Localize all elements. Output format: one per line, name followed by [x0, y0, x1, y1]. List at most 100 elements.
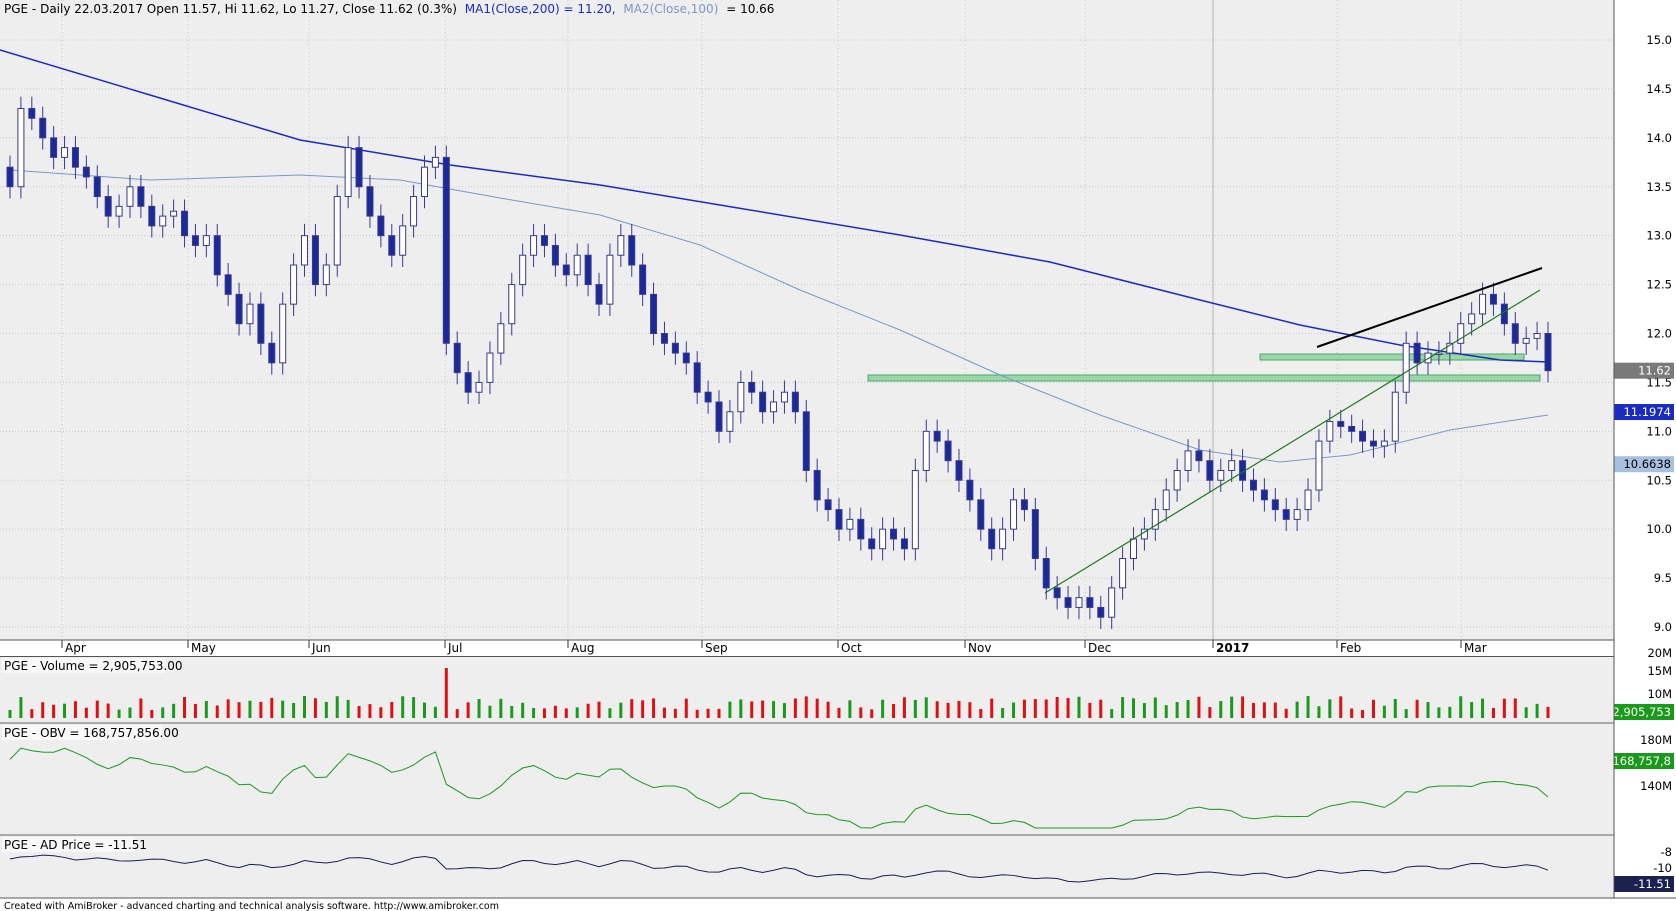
volume-bar-87	[957, 701, 961, 718]
candle-body-45	[497, 323, 505, 354]
volume-bar-126	[1382, 705, 1386, 718]
volume-bar-20	[226, 699, 230, 718]
candle-body-28	[311, 235, 319, 286]
candle-body-87	[955, 460, 963, 481]
trendlines	[1044, 267, 1543, 594]
price-tick-label-8: 13.0	[1646, 229, 1672, 243]
volume-bar-89	[979, 708, 983, 718]
volume-bar-111	[1219, 701, 1223, 718]
price-tick-label-0: 9.0	[1654, 620, 1672, 634]
month-label-1: May	[191, 641, 216, 655]
candle-body-67	[737, 381, 745, 413]
volume-bar-96	[1055, 697, 1059, 718]
volume-bar-122	[1339, 696, 1343, 718]
candle-body-23	[257, 303, 265, 344]
volume-bar-22	[248, 700, 252, 718]
volume-bar-12	[139, 698, 143, 718]
ad-tag: -11.51	[1634, 877, 1671, 891]
volume-bar-99	[1088, 702, 1092, 718]
candle-body-33	[366, 186, 374, 217]
candle-body-106	[1162, 489, 1170, 511]
ma200-line	[0, 49, 1549, 363]
candle-body-78	[857, 518, 865, 540]
month-label-0: Apr	[65, 641, 86, 655]
volume-bar-29	[324, 701, 328, 718]
candle-body-133	[1457, 323, 1465, 344]
candle-body-92	[1010, 499, 1018, 530]
volume-bar-40	[444, 668, 448, 718]
volume-bar-43	[477, 699, 481, 718]
candle-body-40	[442, 156, 450, 344]
candle-body-74	[813, 469, 821, 501]
candle-body-15	[170, 210, 178, 217]
candle-body-135	[1479, 293, 1487, 315]
volume-bar-61	[673, 708, 677, 718]
header-ma2: MA2(Close,100)	[623, 2, 718, 16]
month-label-5: Sep	[705, 641, 728, 655]
volume-bar-16	[183, 697, 187, 718]
ma100-tag: 10.6638	[1623, 457, 1671, 471]
volume-bar-42	[466, 702, 470, 718]
candle-body-89	[977, 499, 985, 530]
candle-body-140	[1533, 333, 1541, 339]
volume-bar-4	[52, 704, 56, 718]
candle-body-60	[660, 333, 668, 344]
price-tick-label-1: 9.5	[1654, 571, 1672, 585]
candle-body-141	[1544, 333, 1552, 372]
volume-bar-5	[63, 703, 67, 718]
candle-body-109	[1195, 450, 1203, 462]
volume-bar-8	[95, 700, 99, 718]
candle-body-12	[137, 186, 145, 207]
volume-bar-9	[106, 703, 110, 718]
candle-body-96	[1053, 587, 1061, 599]
volume-bar-83	[913, 699, 917, 718]
candle-body-105	[1151, 509, 1159, 530]
trendline-black	[1316, 267, 1543, 348]
volume-bar-76	[837, 707, 841, 718]
candle-body-54	[595, 284, 603, 305]
candle-body-56	[617, 235, 625, 256]
volume-bar-118	[1295, 701, 1299, 718]
volume-bar-25	[281, 700, 285, 718]
header-prefix: PGE - Daily 22.03.2017 Open 11.57, Hi 11…	[4, 2, 457, 16]
volume-bars	[8, 668, 1550, 718]
volume-bar-50	[553, 705, 557, 718]
price-tick-label-5: 11.5	[1646, 375, 1672, 389]
volume-title-bg	[2, 658, 166, 673]
value-tags: 11.62 11.1974 10.6638 2,905,753 168,757,8 -11…	[1612, 362, 1674, 892]
volume-tag-bg	[1614, 704, 1674, 720]
volume-bar-53	[586, 703, 590, 718]
candle-body-27	[301, 235, 309, 266]
candle-body-83	[911, 469, 919, 550]
candle-body-88	[966, 479, 974, 501]
candle-body-85	[933, 430, 941, 442]
volume-bar-113	[1241, 696, 1245, 718]
candle-body-61	[671, 342, 679, 354]
candle-body-101	[1108, 587, 1116, 618]
volume-bar-10	[117, 709, 121, 718]
volume-bar-85	[935, 701, 939, 718]
candle-body-30	[333, 196, 341, 266]
volume-bar-62	[684, 698, 688, 718]
x-axis-band	[0, 640, 1614, 656]
volume-bar-102	[1121, 697, 1125, 718]
trendline-green	[1044, 289, 1541, 594]
volume-bar-117	[1284, 708, 1288, 718]
candle-body-100	[1097, 606, 1105, 618]
volume-bar-140	[1535, 703, 1539, 718]
volume-bar-97	[1066, 698, 1070, 718]
volume-bar-34	[379, 707, 383, 718]
candle-body-86	[944, 440, 952, 462]
volume-bar-108	[1186, 699, 1190, 718]
candle-body-25	[279, 303, 287, 364]
price-panel-bg	[0, 0, 1614, 640]
volume-bar-70	[772, 701, 776, 718]
volume-bar-6	[73, 701, 77, 718]
candle-body-49	[540, 235, 548, 246]
obv-panel-bg	[0, 724, 1614, 834]
volume-bar-71	[782, 703, 786, 718]
support-zones	[867, 353, 1541, 382]
candle-body-115	[1260, 489, 1268, 501]
